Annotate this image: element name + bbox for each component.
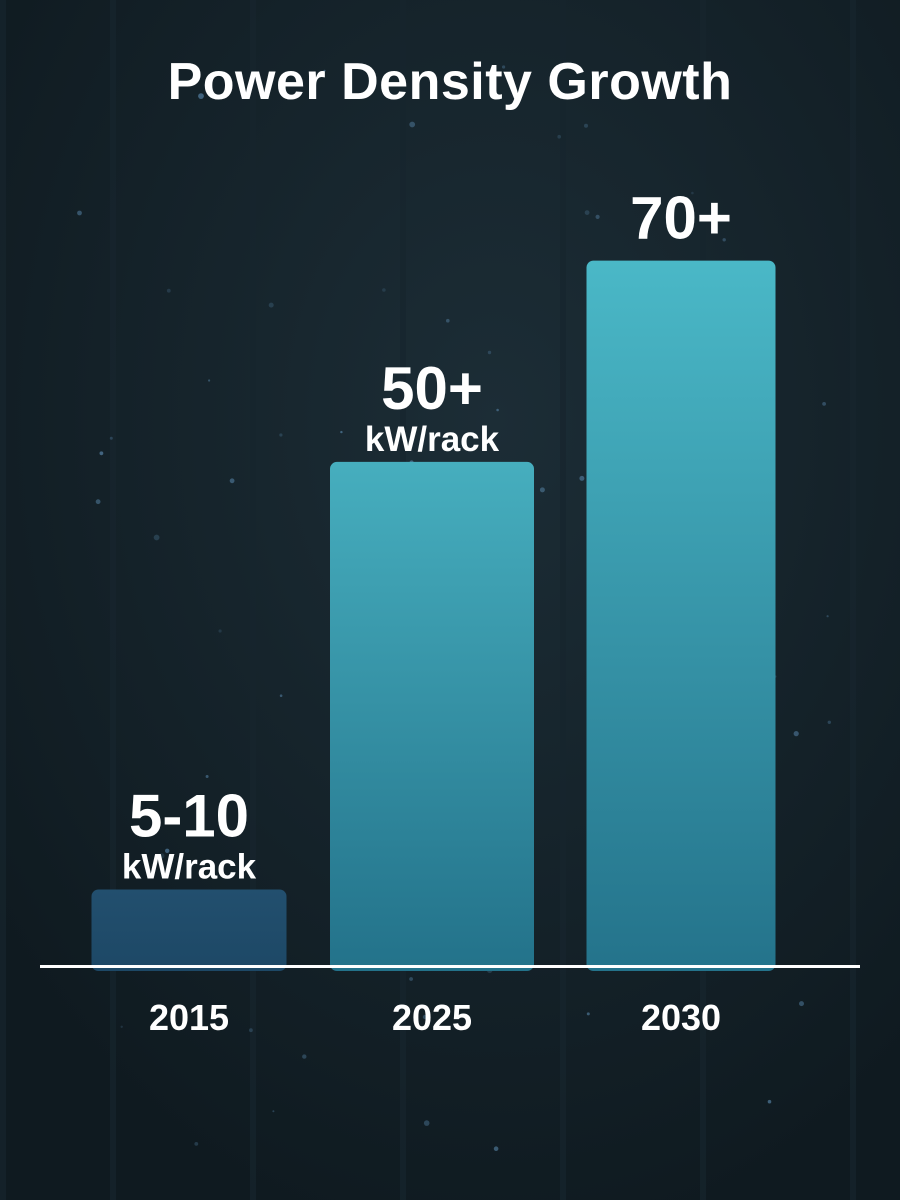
value-label: 70+	[630, 185, 732, 252]
rack-led	[487, 350, 492, 355]
rack-led	[496, 408, 499, 412]
rack-divider	[560, 0, 566, 1200]
rack-led	[194, 1142, 199, 1146]
rack-led	[272, 1110, 275, 1113]
rack-led	[323, 69, 326, 72]
x-tick-label: 2015	[149, 997, 229, 1038]
rack-led	[453, 96, 457, 100]
rack-led	[423, 1120, 430, 1126]
rack-led	[382, 288, 386, 292]
rack-led	[229, 478, 235, 484]
rack-led	[99, 451, 104, 456]
rack-led	[109, 436, 113, 440]
rack-led	[446, 318, 450, 323]
rack-led	[95, 499, 101, 505]
x-tick-label: 2030	[641, 997, 721, 1038]
rack-led	[340, 430, 343, 434]
rack-led	[595, 214, 600, 219]
rack-led	[153, 534, 160, 541]
rack-led	[77, 210, 82, 216]
rack-led	[208, 379, 211, 382]
rack-led	[799, 1001, 804, 1007]
rack-divider	[0, 0, 6, 1200]
rack-led	[793, 731, 799, 737]
value-label: 5-10	[129, 783, 249, 850]
rack-led	[165, 848, 170, 853]
rack-led	[722, 238, 726, 242]
x-tick-label: 2025	[392, 997, 472, 1038]
bar-2025	[330, 461, 534, 971]
rack-led	[205, 775, 209, 778]
rack-led	[159, 853, 165, 859]
unit-label: kW/rack	[365, 420, 500, 459]
unit-label: kW/rack	[122, 848, 257, 887]
rack-led	[279, 694, 283, 697]
rack-divider	[250, 0, 256, 1200]
rack-led	[822, 402, 826, 406]
chart-title: Power Density Growth	[167, 53, 733, 111]
rack-led	[557, 134, 561, 139]
bar-2015	[91, 889, 287, 971]
rack-led	[539, 487, 545, 493]
rack-led	[827, 720, 831, 724]
rack-led	[586, 1012, 590, 1016]
rack-led	[409, 977, 413, 981]
rack-led	[826, 615, 829, 618]
rack-divider	[110, 0, 116, 1200]
rack-led	[493, 1146, 499, 1151]
rack-led	[502, 65, 506, 69]
rack-led	[166, 288, 171, 293]
rack-led	[249, 1028, 253, 1033]
rack-divider	[850, 0, 856, 1200]
rack-led	[218, 629, 222, 633]
rack-led	[279, 433, 283, 437]
rack-led	[584, 123, 588, 128]
rack-led	[584, 210, 590, 216]
rack-led	[193, 80, 197, 84]
rack-led	[268, 302, 274, 308]
value-label: 50+	[381, 355, 483, 422]
rack-led	[198, 93, 204, 99]
rack-led	[409, 121, 416, 128]
rack-led	[579, 475, 585, 481]
rack-led	[120, 1025, 123, 1029]
rack-led	[422, 1014, 428, 1020]
bar-2030	[586, 260, 776, 972]
rack-led	[302, 1054, 307, 1059]
x-axis-line	[40, 965, 860, 968]
rack-led	[767, 1099, 772, 1104]
rack-led	[691, 191, 694, 195]
